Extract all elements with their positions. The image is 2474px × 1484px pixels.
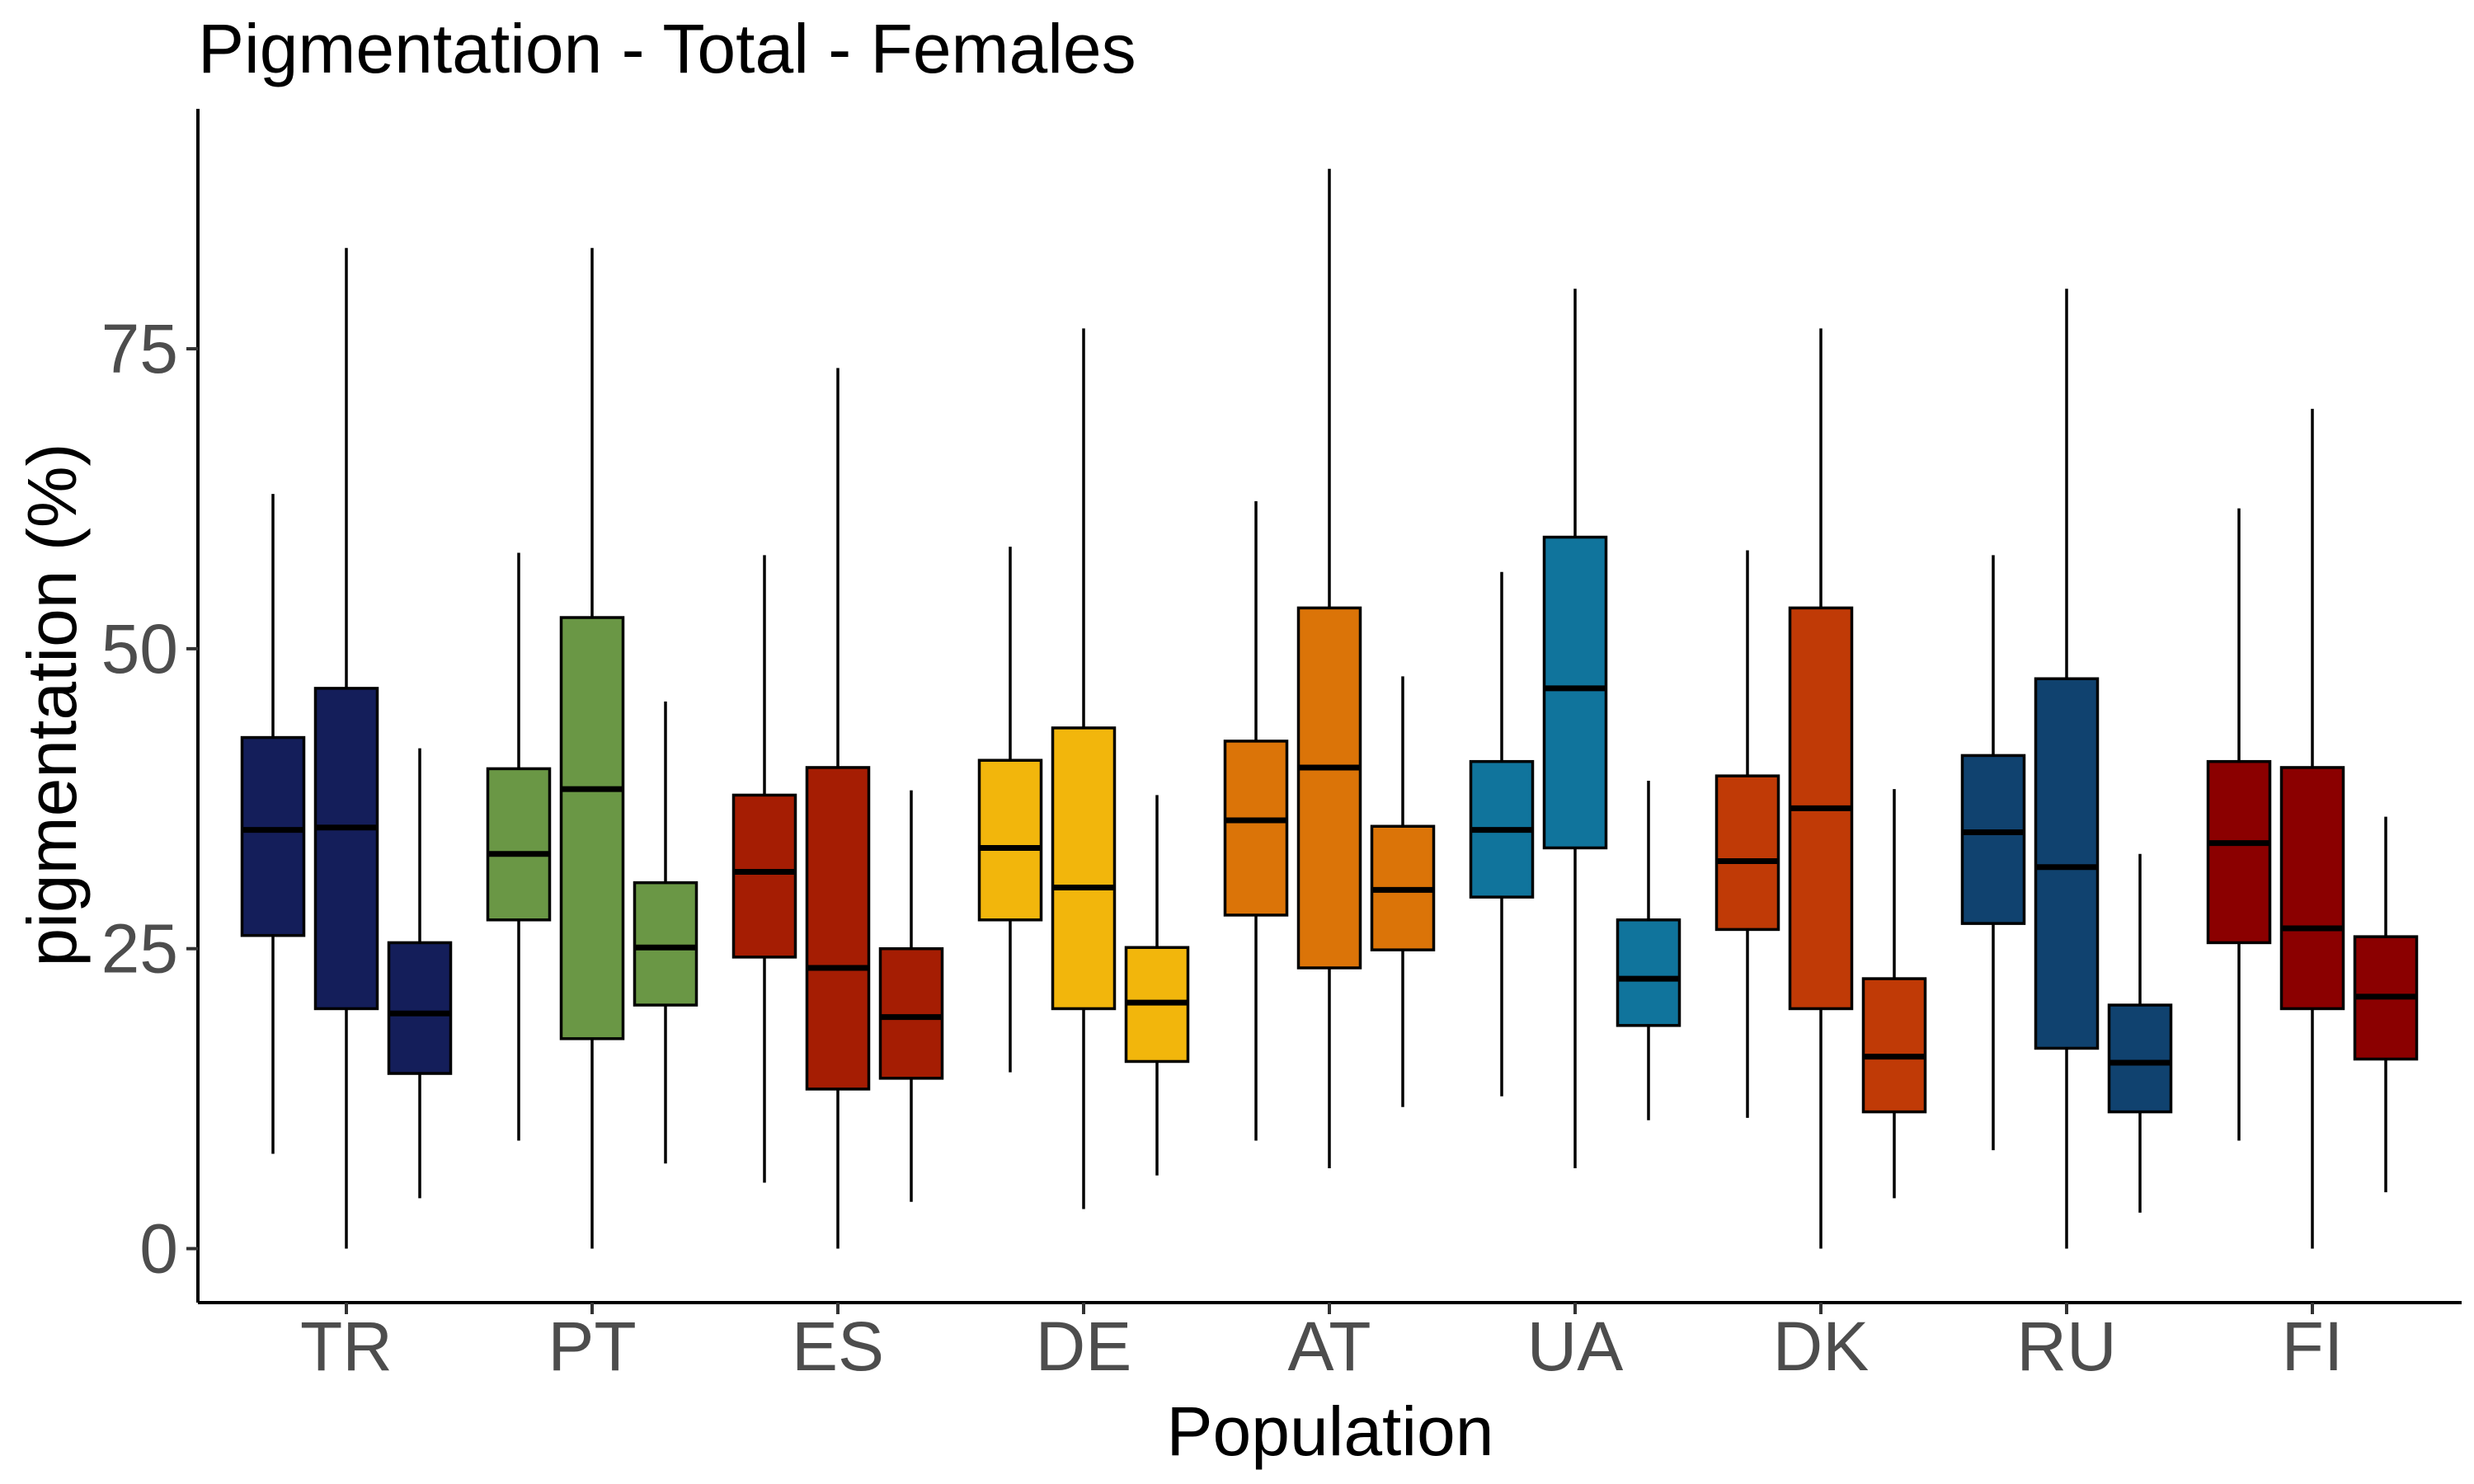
x-tick-label: UA: [1527, 1308, 1624, 1385]
box-group-es: [731, 368, 944, 1249]
x-tick-label: FI: [2282, 1308, 2344, 1385]
box: [1861, 977, 1927, 1114]
x-axis: TR PT ES DE AT UA DK RU FI: [198, 1301, 2462, 1385]
box-group-at: [1223, 168, 1436, 1169]
box: [1714, 774, 1780, 932]
box-group-dk: [1714, 328, 1927, 1249]
box-group-ru: [1960, 289, 2173, 1249]
box: [731, 793, 797, 959]
box: [1223, 740, 1289, 917]
box: [1296, 606, 1362, 970]
x-axis-title: Population: [1167, 1392, 1494, 1470]
x-tick-label: ES: [792, 1308, 884, 1385]
x-tick-label: TR: [300, 1308, 393, 1385]
box: [1542, 535, 1608, 850]
chart-title: Pigmentation - Total - Females: [198, 10, 1136, 87]
box: [878, 946, 944, 1080]
x-tick-label: DE: [1036, 1308, 1132, 1385]
box: [387, 941, 453, 1075]
box-group-tr: [240, 247, 453, 1249]
x-tick-label: DK: [1773, 1308, 1870, 1385]
box: [486, 767, 552, 922]
box: [977, 758, 1043, 922]
y-tick-label: 50: [101, 610, 178, 688]
box: [2279, 766, 2345, 1011]
plot-area: [240, 168, 2419, 1249]
box-group-fi: [2206, 408, 2419, 1249]
x-tick-label: PT: [548, 1308, 636, 1385]
box-group-de: [977, 328, 1190, 1209]
x-tick-label: RU: [2016, 1308, 2116, 1385]
box-group-ua: [1469, 289, 1681, 1169]
box: [2034, 677, 2100, 1050]
box: [1616, 918, 1681, 1027]
box: [2206, 759, 2272, 945]
box: [313, 687, 379, 1011]
y-tick-label: 25: [101, 910, 178, 988]
box: [2107, 1003, 2173, 1114]
box: [1051, 726, 1117, 1011]
box: [240, 735, 306, 937]
box: [559, 616, 625, 1040]
y-axis: 0 25 50 75: [101, 109, 200, 1303]
y-axis-title: pigmentation (%): [13, 444, 91, 967]
box: [633, 881, 698, 1007]
x-tick-label: AT: [1287, 1308, 1371, 1385]
y-tick-label: 75: [101, 310, 178, 387]
box-group-pt: [486, 247, 698, 1249]
box: [1960, 754, 2026, 925]
box: [805, 766, 871, 1091]
y-tick-label: 0: [139, 1210, 178, 1288]
